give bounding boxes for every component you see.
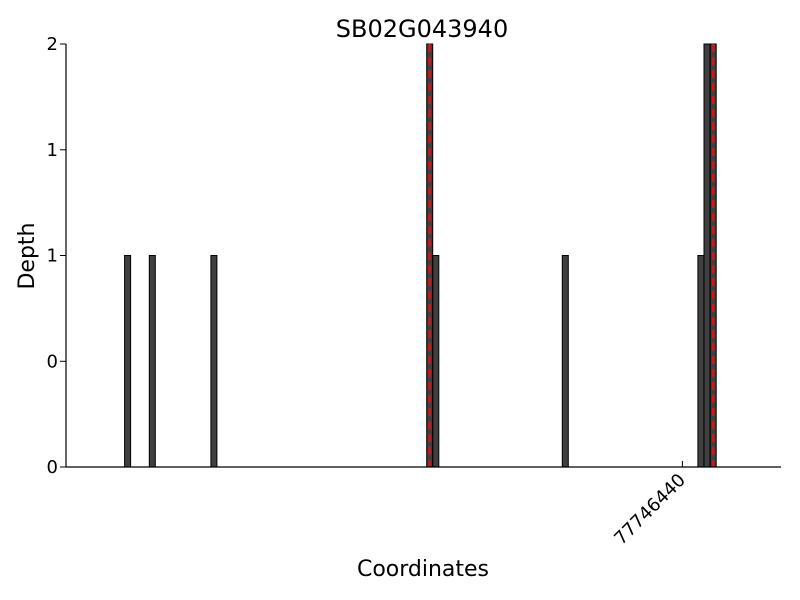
- y-tick-label: 2: [47, 34, 58, 55]
- depth-bar: [561, 255, 569, 468]
- x-axis-label: Coordinates: [357, 557, 489, 582]
- depth-bar: [210, 255, 218, 468]
- chart-title: SB02G043940: [336, 15, 508, 43]
- y-axis-label: Depth: [15, 222, 40, 289]
- x-ticks: 7774644077746460777464807774650077746520…: [610, 461, 690, 550]
- bars-group: [124, 43, 717, 468]
- depth-bar: [148, 255, 156, 468]
- depth-bar: [124, 255, 132, 468]
- depth-bar: [703, 43, 711, 468]
- y-tick-label: 1: [47, 246, 58, 267]
- y-tick-label: 0: [47, 457, 58, 478]
- depth-bar: [697, 255, 705, 468]
- x-tick-label: 77746440: [610, 470, 690, 550]
- y-ticks: 0 0 1 1 2: [47, 34, 66, 478]
- y-tick-label: 1: [47, 140, 58, 161]
- y-tick-label: 0: [47, 351, 58, 372]
- marker-lines: [428, 44, 715, 467]
- depth-bar: [432, 255, 440, 468]
